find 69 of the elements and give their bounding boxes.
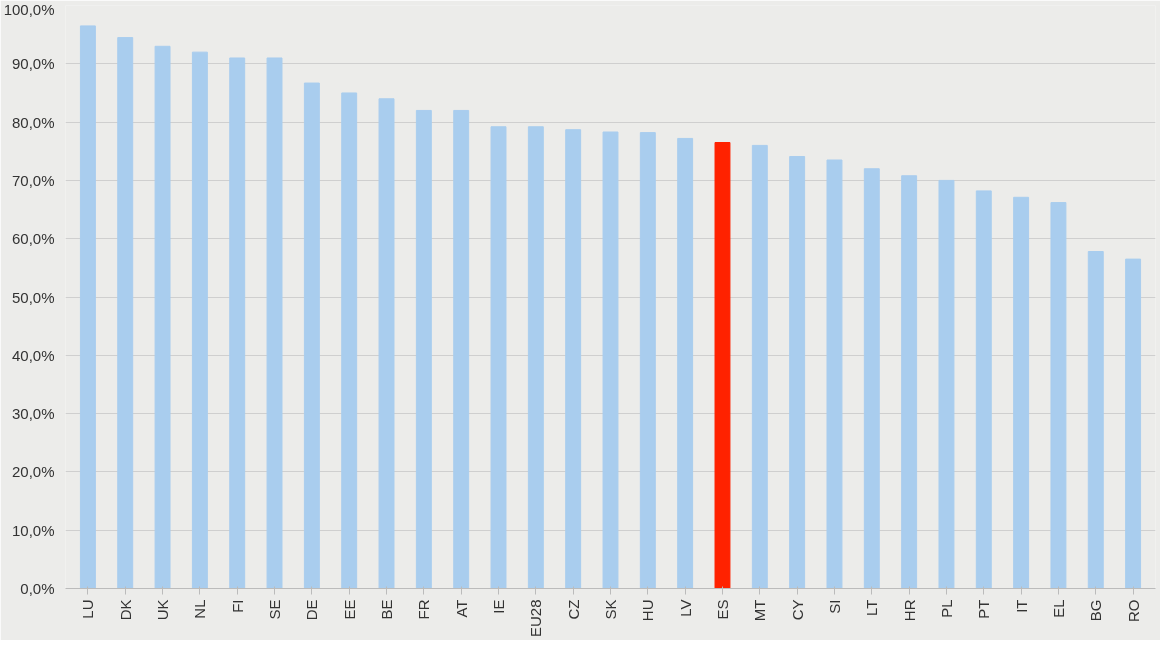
x-tick-label: SE bbox=[266, 599, 284, 620]
x-tick-label: UK bbox=[154, 599, 172, 621]
bar bbox=[415, 109, 432, 589]
bar bbox=[527, 126, 544, 589]
bar bbox=[266, 57, 283, 589]
bar bbox=[1125, 258, 1142, 589]
x-tick-label: SI bbox=[825, 599, 843, 614]
bar bbox=[341, 92, 358, 589]
bar bbox=[901, 175, 918, 589]
bar bbox=[117, 37, 134, 589]
bar bbox=[677, 137, 694, 589]
y-tick-label: 40,0% bbox=[11, 346, 55, 364]
bar bbox=[229, 57, 246, 589]
bar bbox=[789, 156, 806, 589]
y-tick-label: 20,0% bbox=[11, 463, 55, 481]
bar bbox=[826, 159, 843, 589]
x-tick-label: NL bbox=[191, 599, 209, 619]
y-tick-label: 50,0% bbox=[11, 288, 55, 306]
bar bbox=[453, 109, 470, 589]
bar bbox=[1087, 251, 1104, 589]
x-tick-label: PT bbox=[975, 599, 993, 619]
bar bbox=[938, 179, 955, 589]
y-tick-label: 100,0% bbox=[3, 0, 55, 18]
bar bbox=[79, 25, 96, 589]
bar bbox=[751, 144, 768, 589]
x-tick-label: LU bbox=[79, 599, 97, 619]
x-tick-label: BG bbox=[1087, 599, 1105, 622]
x-tick-label: EL bbox=[1049, 599, 1067, 618]
bar bbox=[975, 190, 992, 589]
y-tick-label: 0,0% bbox=[20, 580, 55, 597]
y-tick-label: 70,0% bbox=[11, 171, 55, 189]
x-tick-label: DE bbox=[303, 599, 321, 621]
y-tick-label: 30,0% bbox=[11, 405, 55, 423]
y-tick-label: 10,0% bbox=[11, 521, 55, 539]
x-tick-label: EU28 bbox=[527, 599, 545, 638]
x-tick-label: LV bbox=[676, 599, 694, 617]
x-tick-label: HU bbox=[639, 599, 657, 622]
x-tick-label: FR bbox=[415, 599, 433, 620]
x-tick-label: PL bbox=[937, 599, 955, 618]
x-tick-label: HR bbox=[900, 599, 918, 622]
x-tick-label: FI bbox=[228, 599, 246, 613]
x-tick-label: BE bbox=[378, 599, 396, 620]
y-tick-label: 80,0% bbox=[11, 113, 55, 131]
x-tick-label: CY bbox=[788, 599, 806, 621]
x-tick-label: DK bbox=[116, 599, 134, 621]
x-tick-label: IE bbox=[490, 599, 508, 614]
bar bbox=[639, 132, 656, 589]
bar bbox=[191, 51, 208, 589]
bar bbox=[490, 126, 507, 589]
bar bbox=[1013, 196, 1030, 589]
bar bbox=[863, 168, 880, 589]
bar bbox=[602, 131, 619, 589]
y-tick-label: 90,0% bbox=[11, 55, 55, 73]
x-tick-label: EE bbox=[340, 599, 358, 620]
x-tick-label: MT bbox=[751, 599, 769, 622]
x-tick-label: AT bbox=[452, 599, 470, 618]
x-tick-label: LT bbox=[863, 599, 881, 616]
x-tick-label: ES bbox=[713, 599, 731, 620]
x-tick-label: SK bbox=[602, 599, 619, 620]
bar bbox=[714, 142, 731, 589]
y-tick-label: 60,0% bbox=[11, 230, 55, 248]
bar bbox=[303, 82, 320, 589]
x-tick-label: CZ bbox=[564, 599, 582, 620]
x-tick-label: IT bbox=[1012, 599, 1030, 613]
x-tick-label: RO bbox=[1124, 599, 1142, 622]
bar bbox=[378, 98, 395, 589]
bar bbox=[154, 45, 171, 589]
bar bbox=[1050, 202, 1067, 589]
bar bbox=[565, 129, 582, 589]
